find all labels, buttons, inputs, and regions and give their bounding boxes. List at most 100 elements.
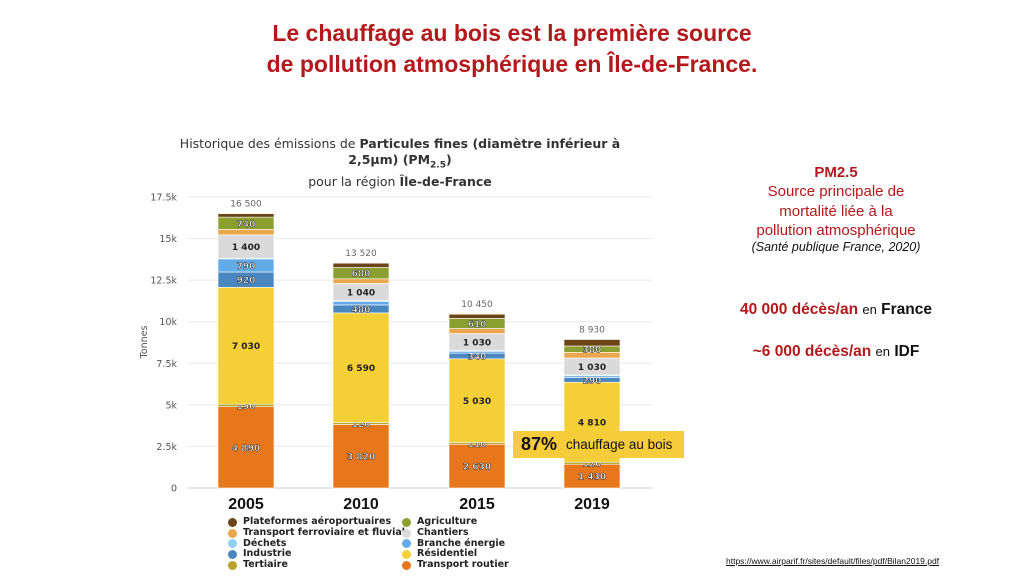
bar-segment <box>332 424 390 489</box>
legend-item[interactable]: Résidentiel <box>402 549 509 560</box>
y-axis-label: Tonnes <box>139 326 150 360</box>
chart-title: Historique des émissions de Particules f… <box>140 136 660 190</box>
legend-label: Chantiers <box>417 526 469 538</box>
bar-total-label: 16 500 <box>230 200 262 210</box>
legend-item[interactable]: Branche énergie <box>402 537 509 550</box>
bar-total-label: 8 930 <box>579 326 605 336</box>
chart-title-bold-2-end: ) <box>445 152 452 167</box>
segment-label: 4 810 <box>578 419 606 429</box>
legend-swatch-icon <box>402 517 411 527</box>
stat-france: 40 000 décès/an en France <box>716 300 956 320</box>
legend-column-1: Plateformes aéroportuaires Transport ferr… <box>228 516 405 571</box>
bar-segment <box>332 312 390 423</box>
segment-label: 680 <box>352 270 371 280</box>
bar-segment <box>332 262 390 268</box>
y-tick-label: 2.5k <box>156 442 177 453</box>
segment-label: 150 <box>237 402 256 412</box>
chart-title-line3-prefix: pour la région <box>308 173 400 189</box>
source-link[interactable]: https://www.airparif.fr/sites/default/fi… <box>726 556 940 566</box>
segment-label: 740 <box>237 220 256 230</box>
segment-label: 120 <box>352 420 371 430</box>
segment-label: 340 <box>468 352 487 362</box>
segment-label: 380 <box>583 346 602 356</box>
legend-swatch-icon <box>228 517 237 527</box>
stat-france-value: 40 000 décès/an <box>740 301 859 318</box>
bar-segment <box>217 406 275 489</box>
chart-title-subscript: 2.5 <box>430 160 446 171</box>
stat-france-place: France <box>881 301 932 318</box>
segment-label: 920 <box>237 276 256 286</box>
bar-segment <box>448 358 506 443</box>
pm25-title: PM2.5 <box>814 164 858 181</box>
segment-label: 1 040 <box>347 289 375 299</box>
segment-label: 110 <box>468 440 487 450</box>
legend-swatch-icon <box>228 528 237 538</box>
pm25-description-line: Source principale de <box>767 183 905 200</box>
y-tick-label: 7.5k <box>156 359 177 370</box>
legend-swatch-icon <box>402 561 411 571</box>
bar-segment <box>563 339 621 347</box>
chart-title-bold-2: 2,5µm) (PM <box>348 152 431 167</box>
segment-label: 790 <box>237 262 256 272</box>
y-tick-label: 0 <box>171 484 177 495</box>
segment-label: 5 030 <box>463 397 491 407</box>
bar-segment <box>448 443 506 489</box>
legend-item[interactable]: Transport ferroviaire et fluvial <box>228 527 405 539</box>
segment-label: 1 030 <box>463 339 491 349</box>
segment-label: 1 030 <box>578 363 606 373</box>
y-tick-label: 17.5k <box>150 193 177 204</box>
headline-line-2: de pollution atmosphérique en Île-de-Fra… <box>266 51 758 77</box>
stat-idf: ~6 000 décès/an en IDF <box>716 342 956 362</box>
stat-idf-place: IDF <box>894 343 920 360</box>
legend-item[interactable]: Industrie <box>228 549 405 560</box>
x-category-label: 2005 <box>228 496 264 513</box>
legend-item[interactable]: Agriculture <box>402 516 509 528</box>
y-tick-label: 5k <box>165 400 177 411</box>
x-category-label: 2019 <box>574 496 610 513</box>
stat-idf-connector: en <box>875 344 890 359</box>
segment-label: 7 030 <box>232 342 260 352</box>
legend-item[interactable]: Déchets <box>228 537 405 550</box>
legend-label: Agriculture <box>417 516 478 527</box>
legend-swatch-icon <box>402 528 411 538</box>
segment-label: 480 <box>352 305 371 315</box>
bar-segment <box>217 286 275 405</box>
x-category-label: 2015 <box>459 496 495 513</box>
legend-column-2: Agriculture Chantiers Branche énergie Résid… <box>402 516 509 571</box>
legend-swatch-icon <box>402 539 411 549</box>
bar-segment <box>217 213 275 218</box>
segment-label: 1 400 <box>232 243 260 253</box>
callout-percent: 87% <box>521 434 558 454</box>
pm25-description: Source principale de mortalité liée à la… <box>716 182 956 241</box>
legend-item[interactable]: Tertiaire <box>228 559 405 571</box>
legend-label: Branche énergie <box>417 537 506 549</box>
legend-label: Plateformes aéroportuaires <box>243 516 392 527</box>
stat-france-connector: en <box>862 302 877 317</box>
segment-label: 610 <box>468 320 487 330</box>
legend-item[interactable]: Chantiers <box>402 526 509 539</box>
y-tick-label: 12.5k <box>150 276 177 287</box>
segment-label: 3 820 <box>347 453 375 463</box>
segment-label: 120 <box>583 460 602 470</box>
legend-swatch-icon <box>228 561 237 571</box>
chart-title-prefix: Historique des émissions de <box>179 136 360 151</box>
y-tick-label: 10k <box>159 317 177 328</box>
x-category-label: 2010 <box>343 496 379 513</box>
legend-swatch-icon <box>228 539 237 549</box>
legend-item[interactable]: Transport routier <box>402 559 509 571</box>
y-tick-label: 15k <box>159 234 177 245</box>
legend-swatch-icon <box>228 550 237 560</box>
headline: Le chauffage au bois est la première sou… <box>0 18 1024 80</box>
legend-label: Déchets <box>243 537 287 549</box>
citation: (Santé publique France, 2020) <box>751 240 921 254</box>
segment-label: 4 890 <box>232 444 260 454</box>
headline-line-1: Le chauffage au bois est la première sou… <box>272 20 752 46</box>
legend-label: Tertiaire <box>243 559 288 571</box>
callout-text: chauffage au bois <box>566 437 673 452</box>
legend-item[interactable]: Plateformes aéroportuaires <box>228 516 405 528</box>
legend-label: Résidentiel <box>417 548 478 560</box>
wood-heating-callout: 87% chauffage au bois <box>513 431 684 458</box>
legend-label: Industrie <box>243 548 292 560</box>
pm25-description-line: mortalité liée à la <box>779 202 893 220</box>
segment-label: 6 590 <box>347 364 375 374</box>
